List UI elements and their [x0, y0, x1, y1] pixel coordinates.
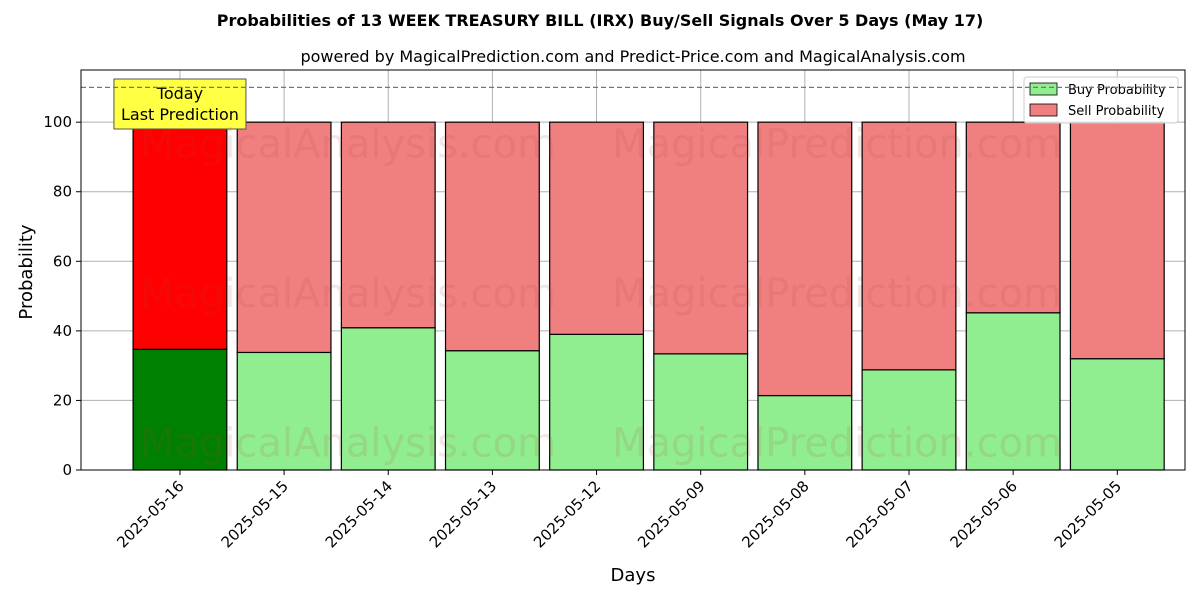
buy-bar — [1069, 358, 1165, 471]
plot-frame — [80, 69, 1186, 471]
annotation-line2: Last Prediction — [121, 105, 239, 124]
y-tick-label: 0 — [62, 461, 72, 479]
legend-box — [1023, 76, 1179, 124]
sell-bar — [653, 121, 749, 355]
legend-swatch-sell — [1029, 103, 1058, 117]
y-tick-label: 60 — [53, 252, 72, 270]
legend-label-sell: Sell Probability — [1068, 104, 1165, 119]
sell-bar — [757, 121, 853, 397]
x-tick-label: 2025-05-05 — [1051, 477, 1125, 551]
x-tick-label: 2025-05-13 — [426, 477, 500, 551]
legend: Buy Probability Sell Probability — [1023, 76, 1179, 124]
watermark-text: MagicalAnalysis.com — [140, 122, 556, 168]
sell-bar — [132, 121, 228, 350]
watermark-text: MagicalAnalysis.com — [140, 421, 556, 467]
buy-bar — [653, 353, 749, 471]
bars — [132, 121, 1165, 471]
watermarks: MagicalAnalysis.com MagicalPrediction.com… — [140, 122, 1062, 467]
buy-bar — [132, 348, 228, 471]
buy-bar — [340, 327, 436, 471]
x-tick-label: 2025-05-08 — [738, 477, 812, 551]
y-tick-label: 20 — [53, 391, 72, 409]
x-tick-label: 2025-05-06 — [947, 477, 1021, 551]
watermark-text: MagicalPrediction.com — [612, 122, 1062, 168]
watermark-text: MagicalPrediction.com — [612, 421, 1062, 467]
y-tick-label: 40 — [53, 322, 72, 340]
watermark-text: MagicalPrediction.com — [612, 271, 1062, 317]
buy-bar — [757, 394, 853, 471]
legend-swatch-buy — [1029, 82, 1058, 96]
x-tick-label: 2025-05-12 — [530, 477, 604, 551]
chart-title: Probabilities of 13 WEEK TREASURY BILL (… — [217, 11, 984, 30]
watermark-text: MagicalAnalysis.com — [140, 271, 556, 317]
sell-bar — [236, 121, 332, 354]
x-tick-label: 2025-05-14 — [322, 477, 396, 551]
x-tick-label: 2025-05-16 — [113, 477, 187, 551]
buy-bar — [965, 312, 1061, 471]
y-tick-label: 80 — [53, 183, 72, 201]
sell-bar — [340, 121, 436, 329]
y-axis-label: Probability — [16, 224, 37, 319]
sell-bar — [861, 121, 957, 371]
y-tick-label: 100 — [43, 113, 72, 131]
annotation-line1: Today — [156, 84, 203, 103]
x-tick-label: 2025-05-15 — [218, 477, 292, 551]
buy-bar — [861, 369, 957, 471]
sell-bar — [549, 121, 645, 335]
x-tick-label: 2025-05-09 — [634, 477, 708, 551]
buy-bar — [549, 333, 645, 471]
sell-bar — [965, 121, 1061, 314]
today-annotation: Today Last Prediction — [113, 78, 247, 130]
legend-label-buy: Buy Probability — [1068, 83, 1166, 98]
sell-bar — [444, 121, 540, 352]
buy-bar — [444, 350, 540, 471]
x-axis-label: Days — [611, 565, 656, 586]
x-tick-label: 2025-05-07 — [842, 477, 916, 551]
chart-subtitle: powered by MagicalPrediction.com and Pre… — [300, 47, 965, 66]
sell-bar — [1069, 121, 1165, 360]
